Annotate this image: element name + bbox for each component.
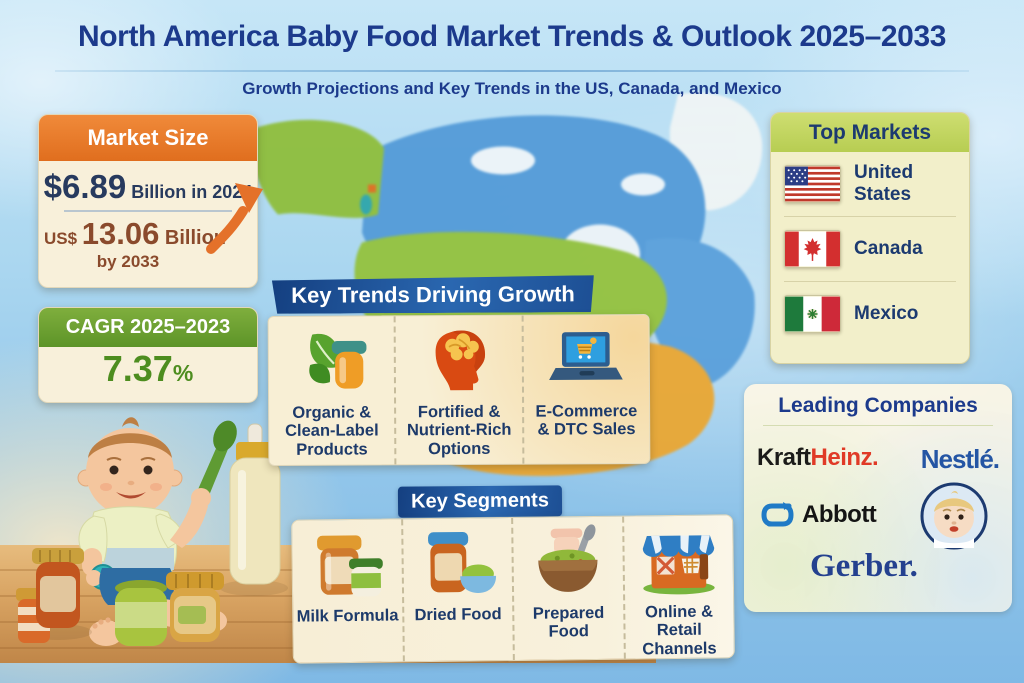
us-flag-icon [784,165,841,203]
cagr-value: 7.37% [39,351,257,387]
top-market-row-us: United States [784,152,956,217]
market-size-2024-value: $6.89 [43,168,127,205]
milk-formula-jars-icon [317,535,383,597]
market-size-2033-period: by 2033 [96,252,160,271]
page-subtitle: Growth Projections and Key Trends in the… [242,79,782,98]
gerber-logo: Gerber. [810,548,918,584]
leading-companies-divider [762,425,994,426]
market-size-2033-prefix: US$ [43,229,82,248]
canada-flag-icon [784,230,841,268]
market-size-card: Market Size $6.89 Billion in 2024 US$ 13… [38,114,263,288]
trend-label: E-Commerce & DTC Sales [535,402,638,440]
gerber-baby-icon [920,482,988,550]
market-size-divider [64,210,232,212]
abbott-logo-text: Abbott [802,501,877,528]
cagr-card: CAGR 2025–2023 7.37% [38,307,258,403]
top-market-label: Canada [854,238,923,259]
trend-item-ecommerce: E-Commerce & DTC Sales [523,315,649,464]
kraft-heinz-logo: KraftHeinz. [757,444,879,472]
top-market-label: Mexico [854,303,919,324]
trend-label: Fortified & Nutrient-Rich Options [406,402,512,459]
market-size-header: Market Size [39,115,257,161]
kraft-logo-text: Kraft [757,444,811,471]
title-divider [55,70,969,72]
abbott-a-icon [761,502,794,527]
segment-label: Milk Formula [296,606,399,626]
growth-arrow-icon [206,183,263,254]
dried-food-jar-bowl-icon [427,531,496,593]
segment-label: Online & Retail Channels [642,602,717,658]
trend-item-fortified: Fortified & Nutrient-Rich Options [395,315,525,465]
key-trends-panel: Organic & Clean-Label Products Fortified… [267,314,651,466]
fortified-brain-head-icon [435,330,485,391]
baby-with-food-jars-illustration [16,417,288,646]
top-markets-card: Top Markets [770,112,970,364]
leading-companies-header: Leading Companies [778,394,978,417]
market-size-2024: $6.89 Billion in 2024 [39,170,257,203]
map-pin-icon [368,184,376,193]
organic-leaf-jar-icon [308,333,367,389]
segment-item-dried-food: Dried Food [402,517,515,662]
top-market-label: United States [854,162,914,205]
trend-label: Organic & Clean-Label Products [285,403,379,459]
segment-label: Dried Food [414,605,502,625]
segment-item-online-retail: Online & Retail Channels [624,515,734,658]
page-title: North America Baby Food Market Trends & … [0,20,1024,54]
key-trends-banner: Key Trends Driving Growth [272,275,594,314]
abbott-logo: Abbott [759,499,877,531]
market-size-2024-unit: Billion in 2024 [126,182,253,202]
cagr-header: CAGR 2025–2023 [39,308,257,347]
trend-item-organic: Organic & Clean-Label Products [268,316,397,465]
ecommerce-laptop-icon [549,331,624,380]
top-market-row-mexico: Mexico [784,282,956,346]
market-size-2033-value: 13.06 [81,216,160,251]
title-emphasis: North America [77,20,279,53]
online-retail-store-icon [642,535,715,595]
cagr-number: 7.37 [102,348,173,389]
segment-label: Prepared Food [532,603,605,642]
key-segments-banner: Key Segments [397,485,563,518]
title-rest: Baby Food Market Trends & Outlook 2025–2… [278,20,947,53]
cagr-percent-sign: % [172,360,194,386]
segment-item-prepared-food: Prepared Food [513,516,626,660]
leading-companies-card: Leading Companies KraftHeinz. Nestlé. Ab… [744,384,1012,612]
top-market-row-canada: Canada [784,217,956,282]
mexico-flag-icon [784,295,841,333]
segment-item-milk-formula: Milk Formula [292,519,405,663]
nestle-logo: Nestlé. [920,444,1000,474]
heinz-logo-text: Heinz. [810,444,879,471]
key-segments-panel: Milk Formula Dried Food [291,514,735,664]
top-markets-header: Top Markets [771,113,969,152]
prepared-food-bowl-icon [538,524,598,592]
